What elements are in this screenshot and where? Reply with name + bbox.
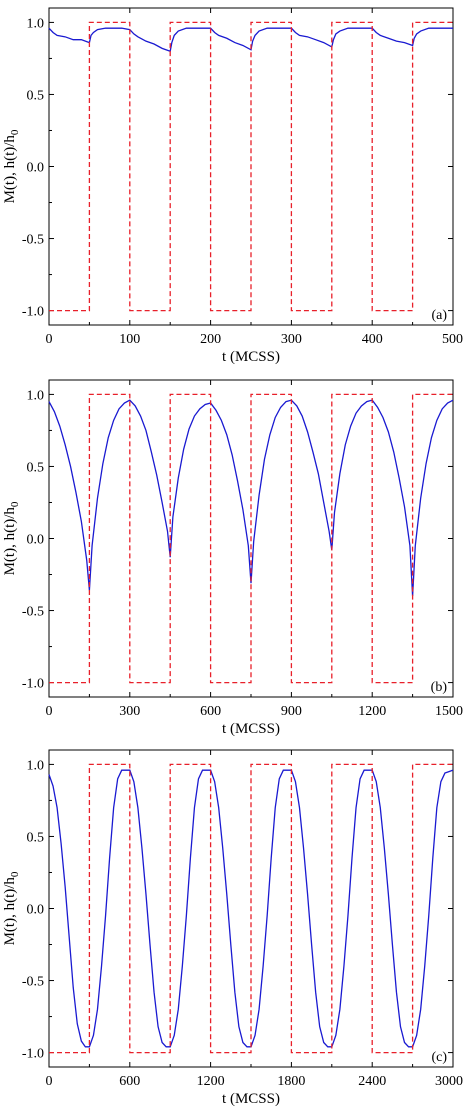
y-axis-title-subscript: 0 bbox=[9, 501, 21, 507]
x-tick-label: 0 bbox=[46, 704, 53, 719]
x-axis-title: t (MCSS) bbox=[222, 1091, 280, 1107]
y-tick-label: -1.0 bbox=[22, 1047, 44, 1062]
x-tick-label: 0 bbox=[46, 1074, 53, 1089]
panel-label: (a) bbox=[431, 308, 447, 323]
x-tick-label: 300 bbox=[281, 332, 302, 347]
panel-label: (b) bbox=[431, 680, 448, 695]
y-axis-title: M(t), h(t)/h0 bbox=[2, 129, 21, 203]
y-tick-label: 0.0 bbox=[27, 161, 45, 176]
y-tick-label: -1.0 bbox=[22, 305, 44, 320]
y-tick-label: -0.5 bbox=[22, 233, 44, 248]
y-tick-label: 1.0 bbox=[27, 16, 45, 31]
y-tick-label: 0.5 bbox=[27, 830, 45, 845]
x-tick-label: 3000 bbox=[435, 1074, 463, 1089]
y-tick-label: -1.0 bbox=[22, 677, 44, 692]
x-tick-label: 1500 bbox=[435, 704, 463, 719]
field-series-line bbox=[49, 393, 453, 684]
field-series-line bbox=[49, 21, 453, 312]
x-tick-label: 1800 bbox=[277, 1074, 305, 1089]
chart-panel: 0 100 200 300 400 500 1.0 0.5 0.0 -0.5 -1.0 t (MCSS… bbox=[2, 7, 463, 365]
y-tick-label: 1.0 bbox=[27, 758, 45, 773]
chart-panel: 0 600 1200 1800 2400 3000 1.0 0.5 0.0 -0.5 -1.0 t (… bbox=[2, 749, 463, 1107]
x-axis-title: t (MCSS) bbox=[222, 721, 280, 737]
chart-panel: 0 300 600 900 1200 1500 1.0 0.5 0.0 -0.5 -1.0 t (MC… bbox=[2, 379, 463, 737]
magnetization-series-line bbox=[48, 27, 453, 53]
x-tick-label: 500 bbox=[442, 332, 463, 347]
x-tick-label: 600 bbox=[200, 704, 221, 719]
panel-label: (c) bbox=[431, 1050, 447, 1065]
x-tick-label: 2400 bbox=[358, 1074, 386, 1089]
x-tick-label: 900 bbox=[281, 704, 302, 719]
x-tick-label: 1200 bbox=[358, 704, 386, 719]
x-tick-label: 1200 bbox=[197, 1074, 225, 1089]
y-tick-label: 0.0 bbox=[27, 533, 45, 548]
x-tick-label: 200 bbox=[200, 332, 221, 347]
y-axis-title: M(t), h(t)/h0 bbox=[2, 871, 21, 945]
y-axis-title: M(t), h(t)/h0 bbox=[2, 501, 21, 575]
x-tick-label: 0 bbox=[46, 332, 53, 347]
magnetization-series-line bbox=[48, 399, 454, 597]
x-tick-label: 400 bbox=[362, 332, 383, 347]
y-tick-label: 0.5 bbox=[27, 460, 45, 475]
y-tick-label: -0.5 bbox=[22, 975, 44, 990]
y-axis-title-subscript: 0 bbox=[9, 871, 21, 877]
y-tick-label: 0.0 bbox=[27, 903, 45, 918]
y-axis-title-subscript: 0 bbox=[9, 129, 21, 135]
y-tick-label: 1.0 bbox=[27, 388, 45, 403]
field-series-line bbox=[49, 763, 453, 1054]
x-tick-label: 100 bbox=[119, 332, 140, 347]
x-tick-label: 600 bbox=[119, 1074, 140, 1089]
x-tick-label: 300 bbox=[119, 704, 140, 719]
x-axis-title: t (MCSS) bbox=[222, 349, 280, 365]
y-tick-label: -0.5 bbox=[22, 605, 44, 620]
y-tick-label: 0.5 bbox=[27, 88, 45, 103]
